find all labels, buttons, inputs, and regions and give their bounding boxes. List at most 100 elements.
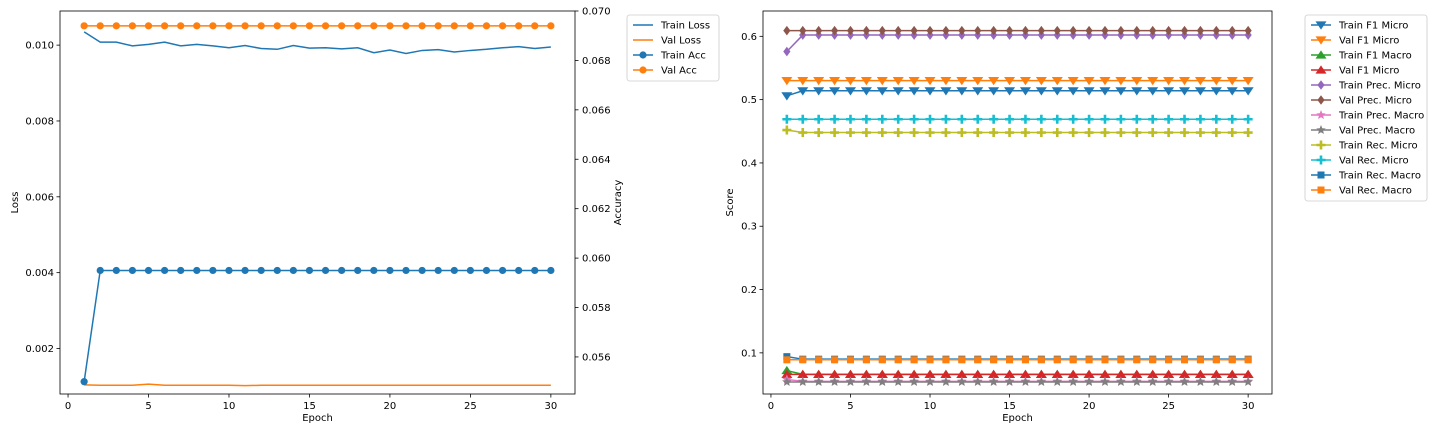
data-point [957,114,967,124]
data-point [80,378,88,386]
data-point [386,22,394,30]
data-point [1179,77,1191,86]
data-point [844,87,856,96]
legend-item: Train Rec. Micro [1311,140,1418,152]
data-point [498,266,507,275]
data-point [829,376,840,387]
x-tick-label: 15 [1003,401,1016,412]
data-point [990,356,998,364]
data-point [892,77,904,86]
data-point [1195,376,1206,387]
data-point [1211,128,1221,138]
series-val-prec-macro [782,376,1253,387]
data-point [1035,87,1047,96]
data-point [940,369,952,378]
data-point [799,25,807,36]
series-line [83,269,551,382]
data-point [876,77,888,86]
data-point [209,22,217,30]
legend-box [626,14,720,82]
data-point [1101,356,1109,364]
series-line [786,90,1249,97]
data-point [1227,128,1237,138]
legend-marker [1317,95,1325,105]
legend-label: Val Rec. Macro [1339,186,1412,197]
data-point [831,356,839,364]
data-point [1019,77,1031,86]
y-axis-label: Loss [10,192,21,214]
data-point [782,125,792,135]
data-point [1068,376,1078,387]
data-point [289,22,297,30]
data-point [814,114,824,124]
data-point [1115,369,1127,378]
data-point [1083,77,1095,86]
data-point [1242,77,1254,86]
legend-marker [1316,110,1326,120]
legend-item: Train F1 Macro [1311,50,1412,62]
data-point [988,77,1000,86]
legend-marker [1315,65,1327,74]
legend-marker [1317,186,1325,194]
data-point [193,22,201,30]
data-point [1228,25,1236,36]
data-point [418,266,426,275]
data-point [845,376,856,387]
data-point [1147,87,1159,96]
x-tick-label: 30 [1242,401,1255,412]
data-point [860,77,872,86]
data-point [926,356,934,364]
data-point [1035,77,1047,86]
data-point [177,266,185,275]
x-tick-label: 25 [1162,401,1175,412]
data-point [908,369,920,378]
x-tick-label: 10 [223,401,236,412]
data-point [797,369,809,378]
y-tick-label: 0.6 [741,32,757,43]
data-point [1164,114,1174,124]
data-point [1132,114,1142,124]
legend-label: Train Rec. Micro [1338,141,1418,152]
data-point [925,128,935,138]
data-point [1020,128,1030,138]
data-point [144,22,153,30]
loss-accuracy-chart: 0 5 10 15 20 25 30 Epoch 0.002 0.004 0.006 0.008 0.0… [10,7,720,424]
legend-item: Val Rec. Macro [1311,186,1412,197]
series-train-rec-micro [782,125,1253,138]
data-point [177,22,185,30]
data-point [1005,114,1015,124]
data-point [466,266,474,275]
data-point [1180,25,1189,36]
data-point [225,22,233,30]
legend-label: Train Prec. Micro [1338,81,1421,92]
data-point [989,128,999,138]
data-point [338,22,346,30]
data-point [845,114,855,124]
data-point [1117,356,1125,364]
data-point [924,77,936,86]
data-point [910,25,918,36]
y-tick-label: 0.2 [741,285,757,296]
data-point [781,369,793,378]
data-point [942,25,950,36]
data-point [958,25,966,36]
series-val-rec-micro [782,114,1253,124]
y2-tick-label: 0.070 [582,7,611,18]
data-point [783,46,791,57]
data-point [482,22,491,30]
data-point [96,22,104,30]
data-point [1037,25,1045,36]
data-point [910,356,918,364]
data-point [973,128,983,138]
y-tick-label: 0.3 [741,222,757,233]
legend-label: Val Loss [661,36,701,47]
data-point [1243,376,1253,387]
data-point [1196,25,1205,36]
series-val-f1-micro [781,369,1254,378]
data-point [1020,376,1031,387]
data-point [1165,356,1173,364]
y2-tick-label: 0.068 [582,56,611,67]
data-point [861,128,871,138]
data-point [1163,87,1175,96]
data-point [1147,369,1159,378]
